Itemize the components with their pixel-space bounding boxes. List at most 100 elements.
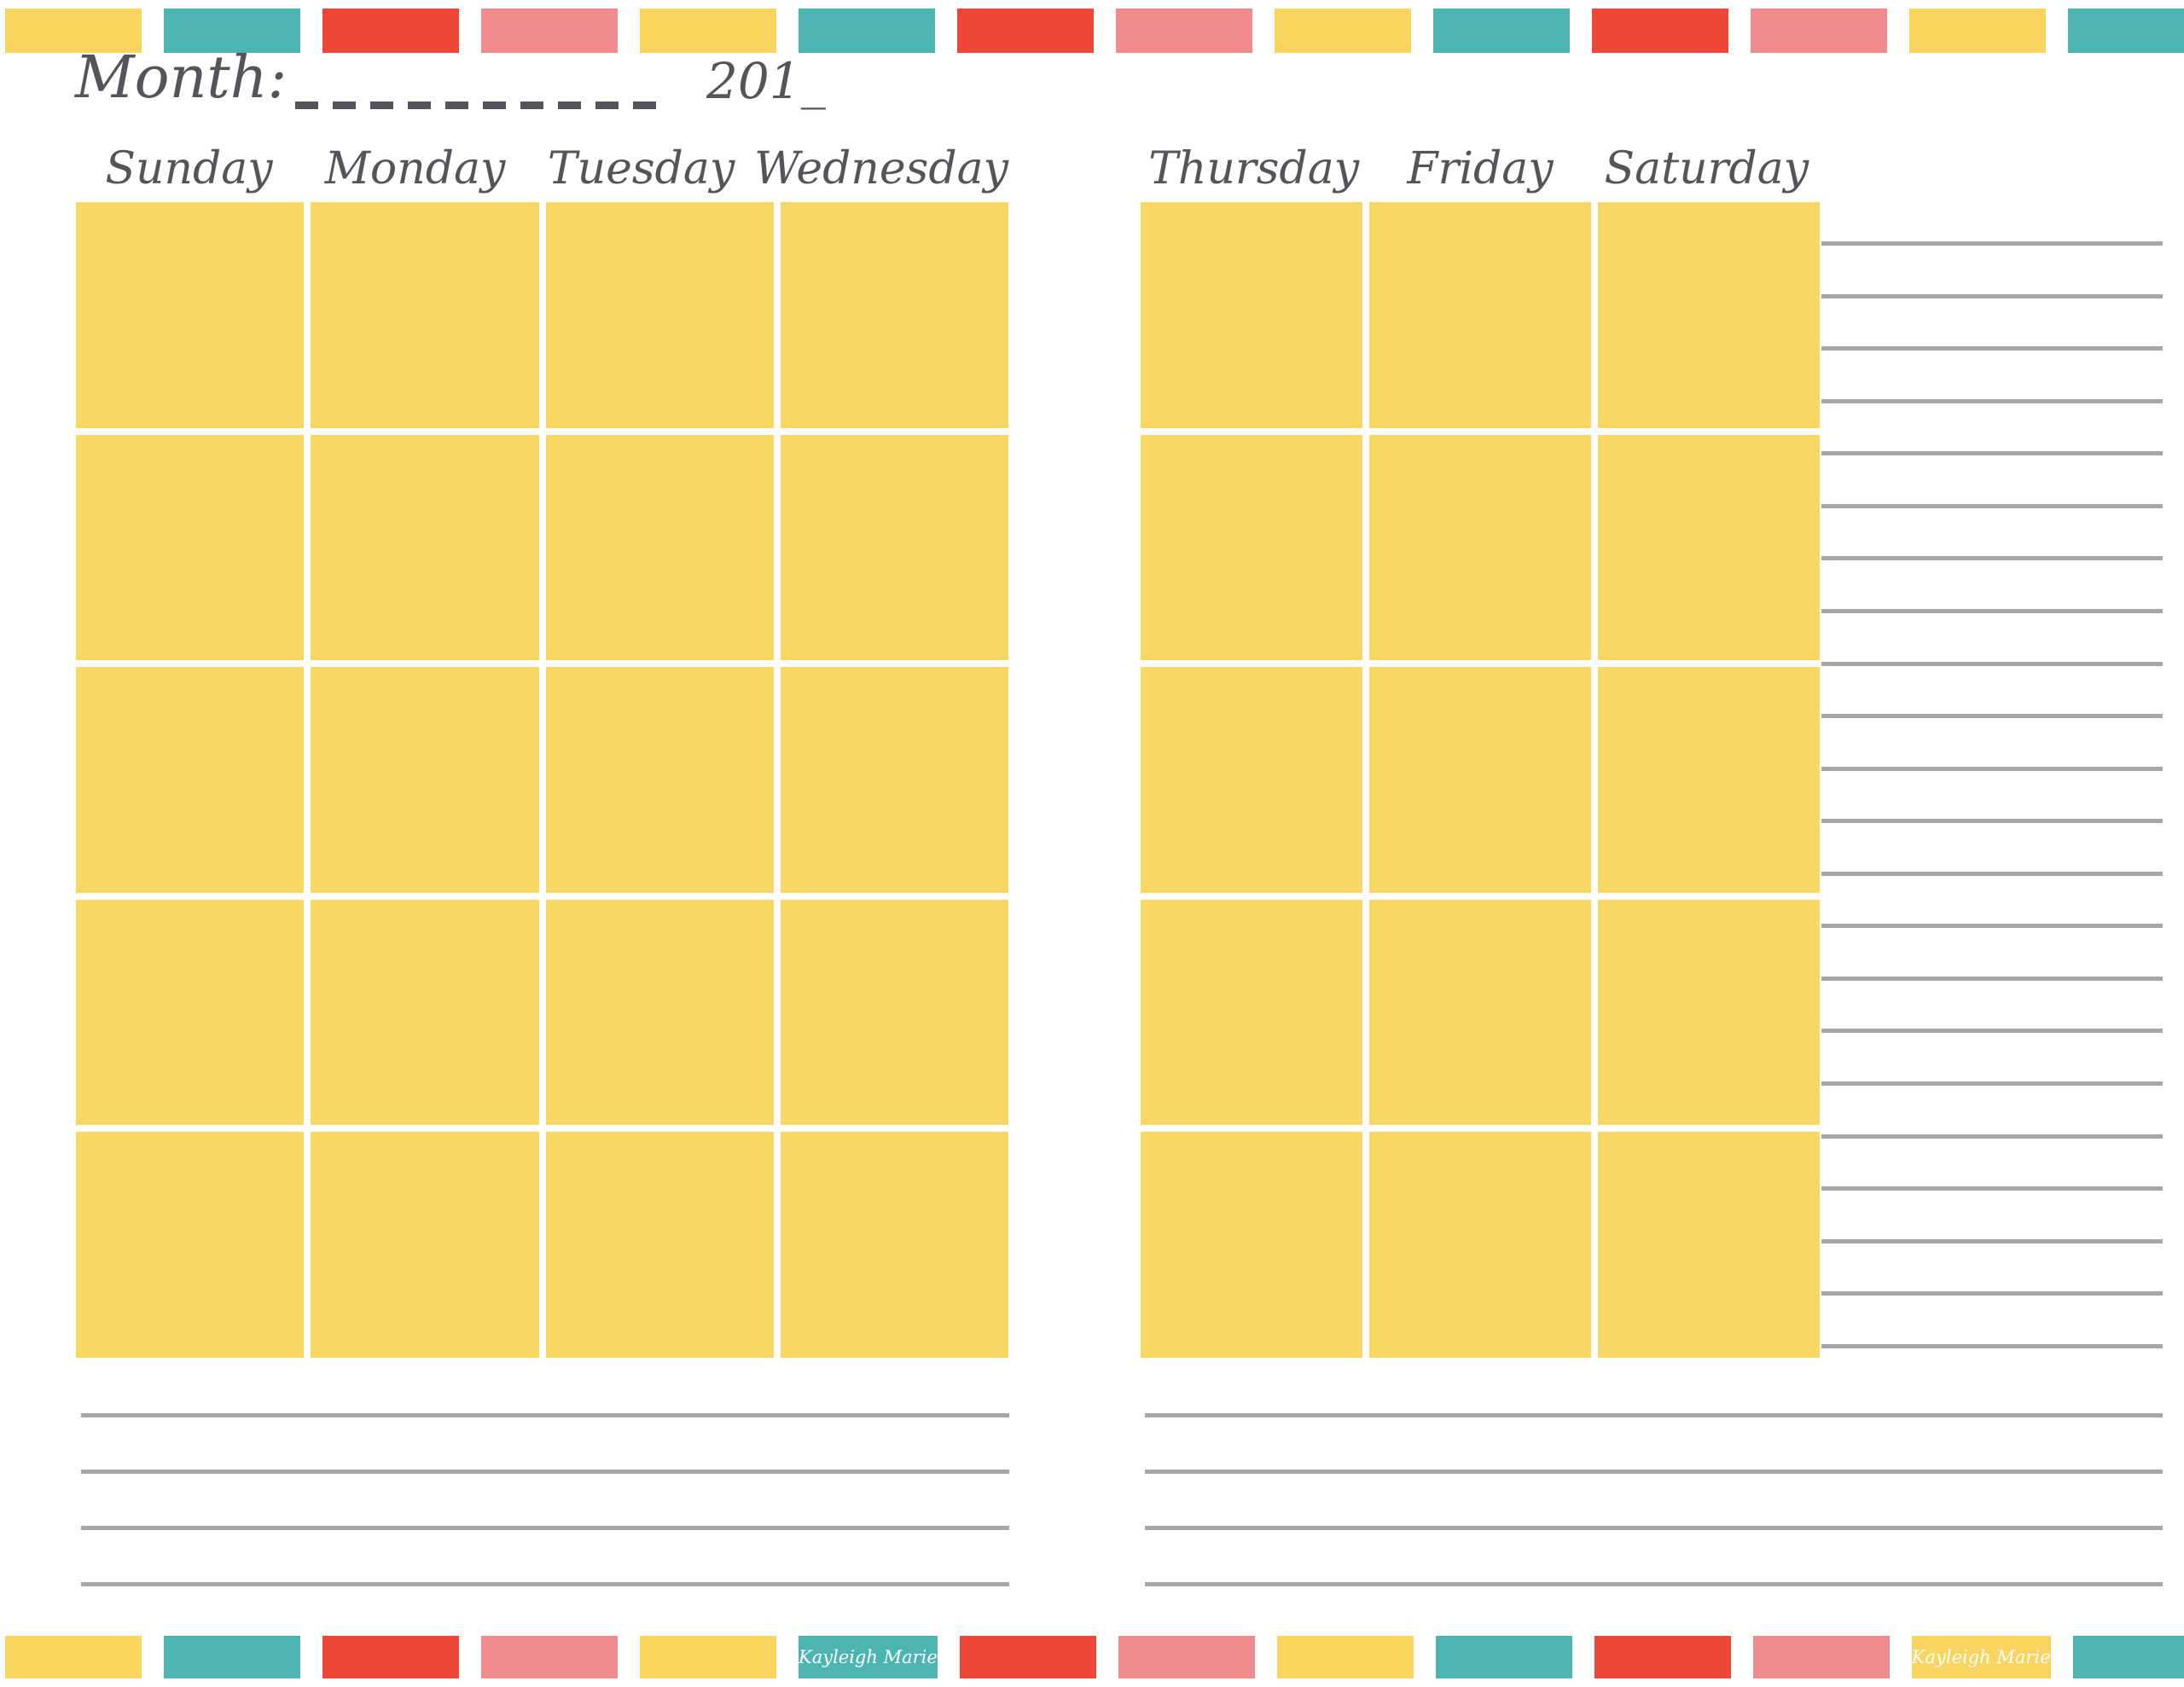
note-line: [1821, 608, 2163, 613]
border-rect-teal: [1433, 9, 1570, 53]
day-header-thursday: Thursday: [1148, 143, 1360, 194]
note-line: [1821, 766, 2163, 771]
border-rect-yellow: [5, 9, 142, 53]
month-blank-line: [295, 101, 667, 109]
calendar-day-cell: [76, 434, 305, 661]
credit-text: Kayleigh Marie: [1911, 1646, 2051, 1667]
day-header-wednesday: Wednesday: [754, 143, 1008, 194]
calendar-day-cell: [1141, 899, 1362, 1126]
border-rect-yellow: [1275, 9, 1411, 53]
month-label: Month:: [75, 44, 288, 112]
day-header-saturday: Saturday: [1604, 143, 1809, 194]
note-line: [1145, 1526, 2163, 1530]
note-line: [1821, 451, 2163, 456]
day-header-monday: Monday: [324, 143, 506, 194]
calendar-day-cell: [1141, 1132, 1362, 1358]
border-rect-pink: [1751, 9, 1887, 53]
note-line: [1821, 241, 2163, 246]
day-header-sunday: Sunday: [105, 143, 273, 194]
border-rect-pink: [1116, 9, 1252, 53]
border-rect-teal: [1435, 1636, 1572, 1678]
calendar-day-cell: [1369, 667, 1591, 893]
border-rect-yellow: Kayleigh Marie: [1911, 1636, 2051, 1678]
note-line: [1821, 661, 2163, 666]
calendar-day-cell: [1369, 202, 1591, 428]
note-line: [1821, 293, 2163, 299]
note-line: [1821, 398, 2163, 403]
calendar-day-cell: [1598, 434, 1820, 661]
calendar-day-cell: [1598, 1132, 1820, 1358]
note-line: [1821, 871, 2163, 876]
calendar-day-cell: [311, 667, 539, 893]
note-line: [1145, 1582, 2163, 1586]
calendar-day-cell: [780, 899, 1008, 1126]
note-line: [1821, 1238, 2163, 1244]
note-line: [1145, 1470, 2163, 1474]
calendar-day-cell: [1369, 1132, 1591, 1358]
calendar-day-cell: [1369, 434, 1591, 661]
calendar-day-cell: [76, 667, 305, 893]
right-page-day-headers: Thursday Friday Saturday: [1141, 126, 1820, 198]
calendar-day-cell: [545, 1132, 774, 1358]
note-line: [81, 1582, 1009, 1586]
border-rect-yellow: [5, 1636, 142, 1678]
left-page-bottom-lines: [81, 1413, 1009, 1586]
note-line: [1821, 1186, 2163, 1191]
right-calendar-grid: [1141, 202, 1820, 1358]
calendar-day-cell: [1598, 202, 1820, 428]
calendar-day-cell: [780, 1132, 1008, 1358]
border-rect-teal: [2072, 1636, 2184, 1678]
border-rect-teal: [164, 9, 300, 53]
note-line: [1821, 346, 2163, 351]
calendar-day-cell: [1598, 899, 1820, 1126]
calendar-day-cell: [780, 434, 1008, 661]
border-rect-yellow: [1909, 9, 2046, 53]
calendar-day-cell: [76, 1132, 305, 1358]
day-header-tuesday: Tuesday: [547, 143, 735, 194]
calendar-day-cell: [1141, 202, 1362, 428]
border-rect-red: [322, 1636, 459, 1678]
border-rect-yellow: [1276, 1636, 1414, 1678]
border-rect-teal: [799, 9, 935, 53]
note-line: [1821, 819, 2163, 824]
border-rect-red: [1594, 1636, 1731, 1678]
note-line: [1821, 714, 2163, 719]
calendar-day-cell: [76, 899, 305, 1126]
calendar-day-cell: [1598, 667, 1820, 893]
border-rect-red: [1592, 9, 1728, 53]
calendar-day-cell: [76, 202, 305, 428]
top-border-strip: [5, 9, 2184, 53]
note-line: [81, 1526, 1009, 1530]
border-rect-teal: [164, 1636, 300, 1678]
note-line: [1821, 1343, 2163, 1348]
border-rect-teal: Kayleigh Marie: [799, 1636, 938, 1678]
border-rect-yellow: [640, 9, 776, 53]
calendar-day-cell: [545, 667, 774, 893]
note-line: [1145, 1413, 2163, 1417]
calendar-day-cell: [545, 434, 774, 661]
border-rect-teal: [2068, 9, 2184, 53]
calendar-day-cell: [311, 1132, 539, 1358]
note-line: [81, 1413, 1009, 1417]
calendar-day-cell: [311, 899, 539, 1126]
border-rect-pink: [481, 9, 618, 53]
calendar-day-cell: [311, 434, 539, 661]
note-line: [1821, 1081, 2163, 1086]
right-page-bottom-lines: [1145, 1413, 2163, 1586]
border-rect-red: [959, 1636, 1096, 1678]
calendar-day-cell: [545, 899, 774, 1126]
border-rect-red: [322, 9, 459, 53]
calendar-day-cell: [780, 202, 1008, 428]
calendar-day-cell: [780, 667, 1008, 893]
note-line: [1821, 976, 2163, 981]
left-page-day-headers: Sunday Monday Tuesday Wednesday: [76, 126, 1008, 198]
note-line: [1821, 924, 2163, 929]
credit-text: Kayleigh Marie: [799, 1646, 938, 1667]
day-header-friday: Friday: [1407, 143, 1554, 194]
calendar-day-cell: [311, 202, 539, 428]
right-notes-lines: [1821, 241, 2163, 1348]
note-line: [1821, 556, 2163, 561]
border-rect-yellow: [640, 1636, 776, 1678]
border-rect-pink: [1752, 1636, 1890, 1678]
calendar-day-cell: [1141, 667, 1362, 893]
